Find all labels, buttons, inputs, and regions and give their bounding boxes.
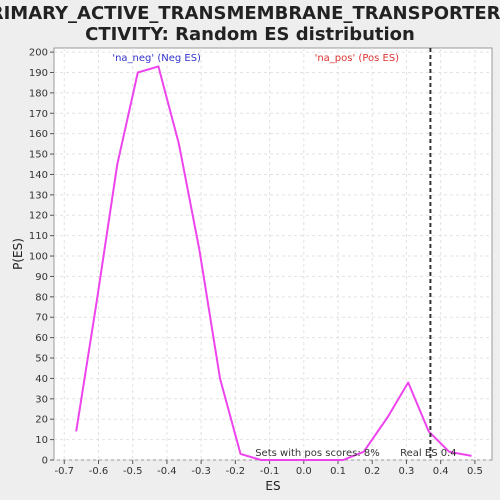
x-tick-label: 0.5 [467, 466, 483, 477]
y-tick-label: 170 [29, 109, 48, 120]
y-tick-label: 80 [35, 292, 48, 303]
y-tick-label: 30 [35, 394, 48, 405]
legend-pos-label: 'na_pos' (Pos ES) [315, 53, 400, 64]
legend-neg-label: 'na_neg' (Neg ES) [112, 53, 201, 64]
x-axis-title: ES [265, 479, 280, 493]
y-tick-label: 150 [29, 150, 48, 161]
y-tick-label: 180 [29, 88, 48, 99]
series-layer [75, 65, 472, 461]
x-tick-label: -0.4 [157, 466, 177, 477]
y-tick-label: 200 [29, 48, 48, 59]
x-tick-label: 0.4 [433, 466, 449, 477]
y-tick-label: 70 [35, 313, 48, 324]
y-tick-label: 50 [35, 354, 48, 365]
x-tick-label: -0.1 [260, 466, 280, 477]
y-tick-label: 190 [29, 68, 48, 79]
x-tick-label: -0.2 [226, 466, 246, 477]
y-tick-label: 110 [29, 231, 48, 242]
plot-area [53, 47, 493, 461]
x-tick-label: -0.5 [123, 466, 143, 477]
x-tick-label: 0.0 [296, 466, 312, 477]
x-tick-label: -0.7 [55, 466, 75, 477]
y-axis-title: P(ES) [11, 238, 25, 270]
x-tick-label: 0.3 [399, 466, 415, 477]
y-tick-label: 120 [29, 211, 48, 222]
real-es-label: Real ES 0.4 [400, 448, 456, 459]
x-tick-label: -0.6 [89, 466, 109, 477]
y-tick-label: 0 [42, 456, 48, 467]
y-tick-label: 160 [29, 129, 48, 140]
x-tick-label: 0.1 [330, 466, 346, 477]
chart-title-line-2: CTIVITY: Random ES distribution [85, 24, 415, 45]
y-tick-label: 100 [29, 252, 48, 263]
y-tick-label: 60 [35, 333, 48, 344]
y-tick-label: 20 [35, 415, 48, 426]
y-tick-label: 10 [35, 435, 48, 446]
y-tick-label: 90 [35, 272, 48, 283]
y-tick-label: 40 [35, 374, 48, 385]
y-tick-label: 140 [29, 170, 48, 181]
x-tick-label: -0.3 [191, 466, 211, 477]
chart-title-line-1: PRIMARY_ACTIVE_TRANSMEMBRANE_TRANSPORTER… [0, 3, 500, 24]
x-tick-label: 0.2 [364, 466, 380, 477]
distribution-line [75, 65, 472, 461]
axes: -0.7 -0.6 -0.5 -0.4 -0.3 -0.2 -0.1 0.0 0.1 0.2 0.3… [29, 48, 483, 477]
pos-scores-annotation: Sets with pos scores: 8% [255, 448, 380, 459]
y-tick-label: 130 [29, 190, 48, 201]
